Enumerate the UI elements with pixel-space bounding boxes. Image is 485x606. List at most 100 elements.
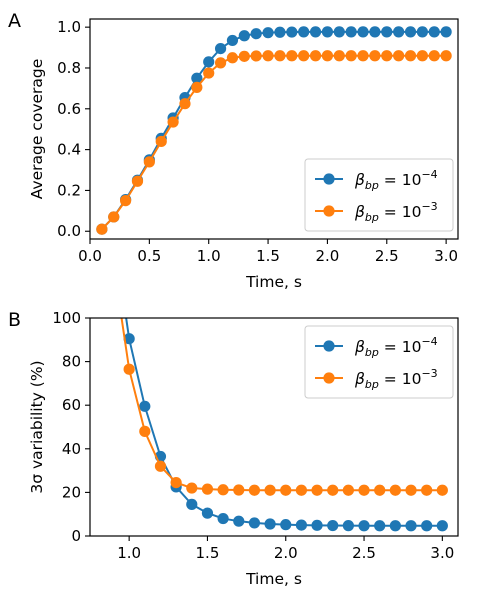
data-point — [155, 135, 167, 148]
x-tick-label: 3.0 — [430, 544, 454, 562]
data-point — [405, 520, 417, 532]
legend-box — [304, 158, 454, 232]
series-line — [120, 318, 443, 492]
data-point — [250, 50, 262, 62]
legend-marker — [323, 340, 335, 352]
y-tick-label: 0.6 — [57, 100, 81, 118]
chart-panel-a: A 0.0 0.5 1.0 1.5 2.0 2.5 3.0 0.0 0.2 0.4 0.6 0.8 1.0… — [8, 10, 459, 291]
data-point — [321, 26, 334, 38]
legend-label-part: bp — [365, 346, 379, 359]
legend-marker — [323, 205, 335, 217]
data-point — [123, 363, 135, 375]
data-point — [264, 484, 276, 496]
data-point — [274, 50, 286, 62]
x-tick-label: 1.5 — [196, 544, 220, 562]
legend-label-part: = 10 — [379, 370, 422, 388]
data-point — [342, 520, 354, 532]
data-point — [345, 50, 357, 62]
data-point — [191, 81, 203, 93]
legend-entry-2: βbp = 10−3 — [315, 367, 438, 391]
data-point — [201, 483, 214, 495]
y-tick-label: 60 — [62, 396, 81, 414]
data-point — [404, 50, 417, 62]
legend-label-part: −4 — [421, 335, 437, 348]
x-tick-label: 1.0 — [117, 544, 141, 562]
data-point — [389, 520, 401, 532]
y-tick-label: 1.0 — [57, 18, 81, 36]
x-tick-label: 1.0 — [197, 247, 221, 265]
data-point — [333, 26, 345, 38]
data-point — [170, 476, 182, 489]
data-point — [248, 517, 261, 529]
legend-label-part: = 10 — [379, 338, 422, 356]
y-tick-label: 0.2 — [57, 181, 81, 199]
data-point — [309, 26, 322, 38]
data-point — [358, 484, 370, 496]
data-point — [327, 519, 339, 532]
x-tick-label: 2.5 — [352, 544, 376, 562]
x-tick-label: 1.5 — [256, 247, 280, 265]
legend-label: βbp = 10−4 — [354, 168, 438, 192]
data-point — [393, 50, 405, 62]
data-point — [342, 484, 354, 496]
legend-label-part: β — [354, 370, 365, 388]
series-2 — [96, 50, 452, 235]
y-tick-label: 20 — [62, 483, 81, 501]
legend-label-part: −4 — [421, 168, 437, 181]
data-point — [416, 26, 428, 38]
y-tick-label: 0.8 — [57, 59, 81, 77]
legend-entry-1: βbp = 10−4 — [315, 168, 438, 192]
x-tick-label: 2.0 — [315, 247, 339, 265]
data-point — [154, 460, 167, 472]
legend-entry-1: βbp = 10−4 — [315, 335, 438, 359]
plot-frame — [89, 317, 459, 537]
data-point — [440, 26, 452, 38]
data-point — [428, 26, 440, 38]
data-point — [440, 50, 452, 62]
data-point — [374, 520, 386, 532]
data-point — [389, 484, 401, 496]
chart-panel-b: B 1.0 1.5 2.0 2.5 3.0 0 20 40 60 80 100 Time, s 3σ va… — [8, 309, 459, 588]
data-point — [143, 156, 155, 168]
panel-label: A — [8, 10, 21, 32]
data-point — [286, 26, 298, 38]
data-point — [369, 50, 381, 62]
data-point — [262, 50, 274, 62]
legend-label-part: −3 — [421, 200, 437, 213]
data-point — [428, 50, 440, 62]
data-point — [191, 72, 203, 84]
legend-label-part: bp — [365, 211, 379, 224]
y-tick-label: 0.4 — [57, 141, 81, 159]
legend-label-part: = 10 — [379, 203, 422, 221]
data-point — [421, 520, 433, 532]
data-point — [357, 50, 369, 62]
data-point — [226, 34, 239, 47]
data-point — [295, 484, 307, 496]
data-point — [436, 520, 448, 532]
data-point — [201, 507, 214, 519]
legend-box — [304, 325, 454, 399]
data-point — [357, 26, 369, 38]
panel-label: B — [8, 309, 21, 331]
data-point — [280, 484, 292, 496]
y-tick-label: 80 — [62, 353, 81, 371]
x-axis-label: Time, s — [245, 273, 302, 291]
y-axis-label: Average coverage — [28, 59, 46, 200]
y-tick-label: 100 — [52, 309, 81, 327]
x-tick-label: 3.0 — [434, 247, 458, 265]
data-point — [393, 26, 405, 38]
data-point — [274, 26, 286, 38]
x-tick-label: 2.5 — [375, 247, 399, 265]
data-point — [131, 175, 144, 187]
legend-label-part: = 10 — [379, 171, 422, 189]
legend-label-part: β — [354, 203, 365, 221]
data-point — [214, 57, 227, 69]
data-point — [416, 50, 428, 62]
data-point — [248, 484, 261, 496]
data-point — [436, 484, 448, 496]
data-point — [327, 484, 339, 496]
data-point — [358, 520, 370, 532]
